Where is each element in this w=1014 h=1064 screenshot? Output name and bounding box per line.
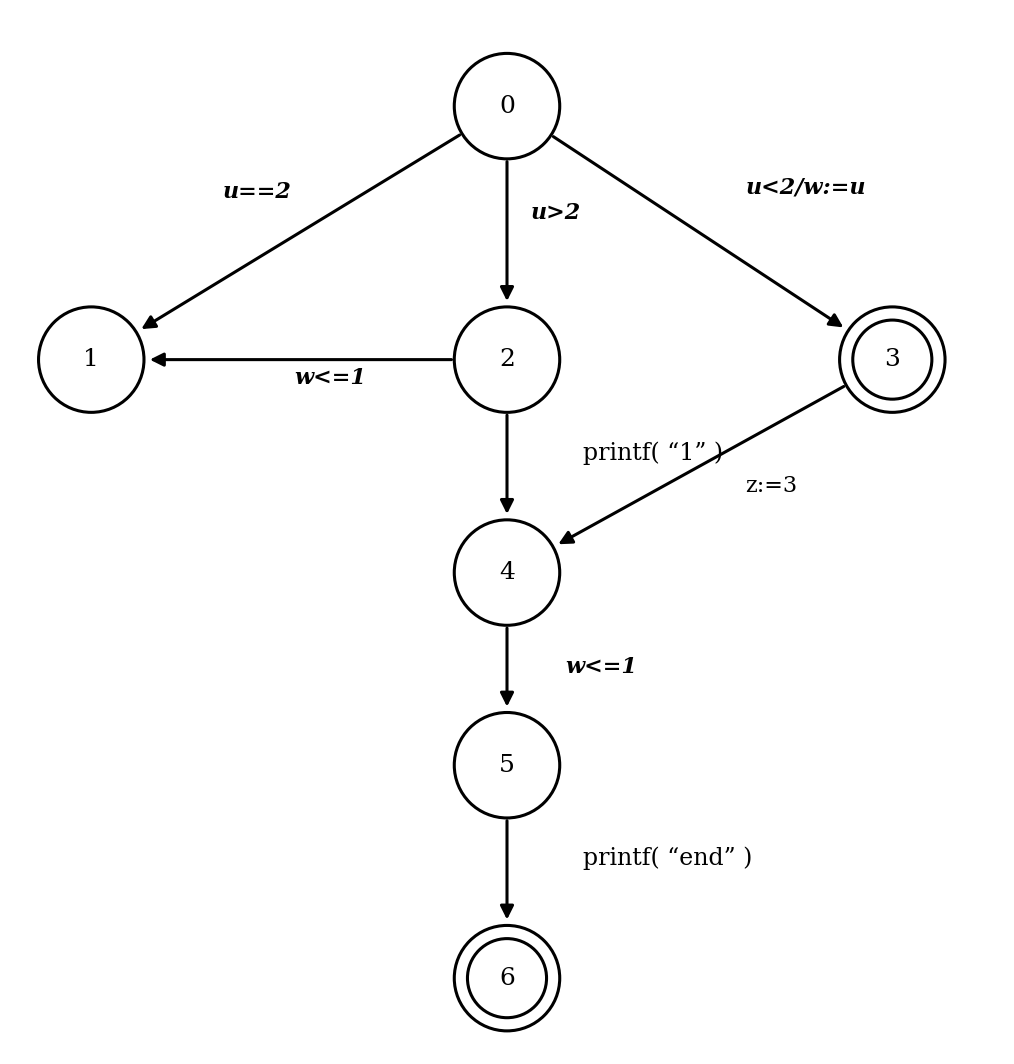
- Text: printf( “end” ): printf( “end” ): [583, 847, 752, 870]
- Text: 2: 2: [499, 348, 515, 371]
- Circle shape: [454, 53, 560, 159]
- Text: 1: 1: [83, 348, 99, 371]
- Text: 4: 4: [499, 561, 515, 584]
- Text: u>2: u>2: [530, 201, 581, 223]
- Circle shape: [454, 520, 560, 626]
- Circle shape: [454, 926, 560, 1031]
- Text: u==2: u==2: [223, 181, 292, 203]
- Text: 0: 0: [499, 95, 515, 118]
- Circle shape: [454, 306, 560, 413]
- Text: w<=1: w<=1: [294, 367, 366, 388]
- Text: 3: 3: [884, 348, 900, 371]
- Text: 6: 6: [499, 967, 515, 990]
- Circle shape: [39, 306, 144, 413]
- Circle shape: [840, 306, 945, 413]
- Text: printf( “1” ): printf( “1” ): [583, 442, 723, 465]
- Circle shape: [454, 713, 560, 818]
- Text: z:=3: z:=3: [745, 476, 797, 497]
- Text: w<=1: w<=1: [566, 655, 638, 678]
- Text: 5: 5: [499, 753, 515, 777]
- Text: u<2/w:=u: u<2/w:=u: [745, 177, 866, 198]
